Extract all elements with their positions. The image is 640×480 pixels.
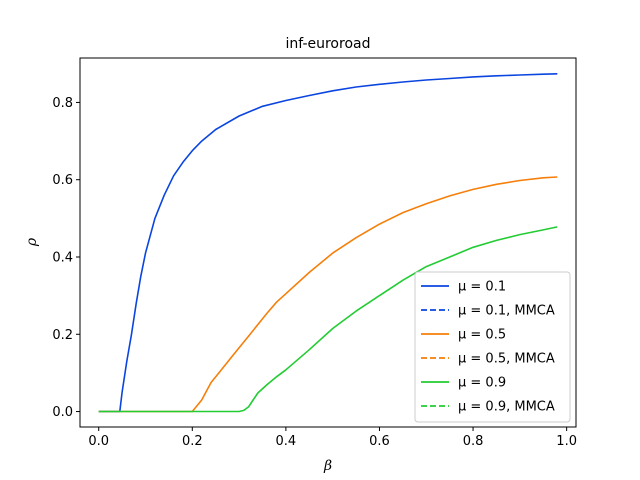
y-tick-label-1: 0.2 xyxy=(52,328,73,343)
plot-frame xyxy=(79,57,577,428)
x-axis-label: β xyxy=(323,458,332,474)
x-tick-label-0: 0.0 xyxy=(88,434,109,449)
y-axis-label: ρ xyxy=(24,237,40,247)
legend-label-6: μ = 0.9, MMCA xyxy=(458,400,555,415)
legend: μ = 0.1 μ = 0.1, MMCA μ = 0.5 μ = 0.5, MMCA… xyxy=(414,271,571,423)
chart-title: inf-euroroad xyxy=(286,36,371,52)
x-axis: 0.0 0.2 0.4 0.6 0.8 1.0 xyxy=(88,427,577,449)
series-layer xyxy=(98,73,558,413)
legend-label-2: μ = 0.1, MMCA xyxy=(458,304,555,319)
legend-label-4: μ = 0.5, MMCA xyxy=(458,352,555,367)
series-line-3 xyxy=(98,226,558,413)
y-axis: 0.0 0.2 0.4 0.6 0.8 xyxy=(52,96,80,420)
x-tick-label-3: 0.6 xyxy=(369,434,390,449)
series-line-2 xyxy=(98,176,558,413)
x-tick-label-4: 0.8 xyxy=(463,434,484,449)
y-tick-label-4: 0.8 xyxy=(52,96,73,111)
y-tick-label-3: 0.6 xyxy=(52,173,73,188)
y-tick-label-0: 0.0 xyxy=(52,405,73,420)
x-tick-label-2: 0.4 xyxy=(276,434,297,449)
legend-box xyxy=(414,271,571,423)
series-line-1 xyxy=(98,73,558,413)
x-tick-label-5: 1.0 xyxy=(556,434,577,449)
legend-label-1: μ = 0.1 xyxy=(458,280,506,295)
y-tick-label-2: 0.4 xyxy=(52,250,73,265)
x-tick-label-1: 0.2 xyxy=(182,434,203,449)
legend-label-3: μ = 0.5 xyxy=(458,328,506,343)
legend-label-5: μ = 0.9 xyxy=(458,376,506,391)
